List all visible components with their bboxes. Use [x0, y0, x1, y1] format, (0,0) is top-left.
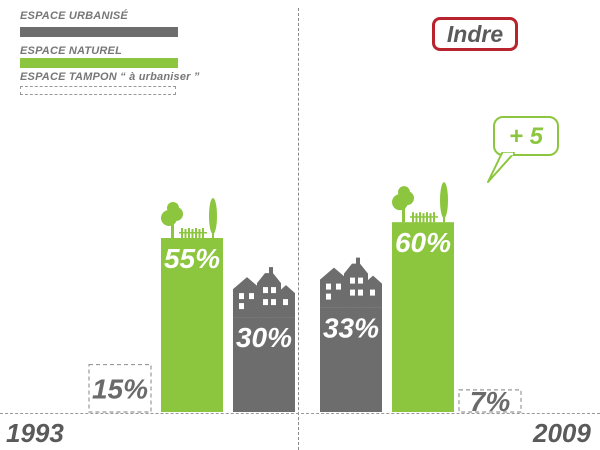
region-badge: Indre [432, 17, 518, 51]
houses-icon [233, 267, 295, 318]
baseline [0, 413, 600, 414]
bar-urbanise-1993 [233, 317, 295, 412]
year-label-2009: 2009 [533, 418, 591, 448]
label-naturel-1993: 55% [164, 243, 220, 274]
bar-tampon-2009 [458, 389, 522, 413]
label-urbanise-1993: 30% [236, 322, 292, 353]
label-tampon-1993: 15% [92, 373, 148, 404]
label-urbanise-2009: 33% [323, 313, 379, 344]
legend-label-tampon: ESPACE TAMPON “ à urbaniser ” [20, 71, 200, 83]
bar-naturel-1993 [161, 238, 223, 412]
trees-icon [392, 182, 448, 224]
bar-urbanise-2009 [320, 307, 382, 412]
legend-swatch-urbanise [20, 27, 178, 37]
year-label-1993: 1993 [6, 418, 64, 448]
legend-label-urbanise: ESPACE URBANISÉ [20, 10, 128, 22]
legend-label-naturel: ESPACE NATUREL [20, 45, 123, 57]
increase-label: + 5 [509, 123, 544, 150]
houses-icon [320, 257, 382, 308]
legend-swatch-tampon [20, 86, 176, 95]
increase-callout: + 5 [487, 116, 559, 183]
bar-tampon-1993 [88, 363, 152, 413]
legend-swatch-naturel [20, 58, 178, 68]
bar-naturel-2009 [392, 222, 454, 412]
label-naturel-2009: 60% [395, 227, 451, 258]
label-tampon-2009: 7% [470, 386, 511, 417]
trees-icon [161, 198, 217, 239]
center-divider [298, 8, 299, 450]
